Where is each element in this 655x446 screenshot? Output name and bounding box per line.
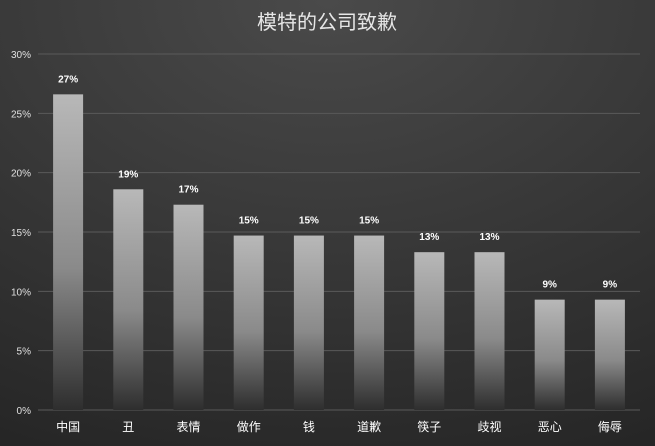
y-tick-label: 5% <box>17 347 32 358</box>
bar <box>113 189 144 410</box>
data-label: 13% <box>419 232 439 243</box>
x-tick-label: 做作 <box>237 419 261 434</box>
bars <box>53 94 625 410</box>
data-label: 15% <box>359 216 379 227</box>
x-tick-label: 道歉 <box>357 420 381 434</box>
data-label: 17% <box>178 185 198 196</box>
bar <box>354 235 385 410</box>
y-tick-label: 20% <box>11 169 31 180</box>
data-label: 13% <box>479 232 499 243</box>
bar <box>594 299 625 410</box>
data-label: 27% <box>58 74 78 85</box>
x-tick-label: 表情 <box>176 420 200 434</box>
y-tick-label: 15% <box>11 228 31 239</box>
x-tick-label: 歧视 <box>477 419 501 434</box>
bar <box>414 252 445 410</box>
bar <box>534 299 565 410</box>
y-axis-tick-labels: 0% 5% 10% 15% 20% 25% 30% <box>11 50 31 417</box>
data-labels: 27% 19% 17% 15% 15% 15% 13% 13% 9% 9% <box>58 74 617 290</box>
data-label: 9% <box>603 280 618 291</box>
y-tick-label: 10% <box>11 287 31 298</box>
bar <box>233 235 264 410</box>
y-tick-label: 30% <box>11 50 31 61</box>
x-tick-label: 筷子 <box>417 419 441 434</box>
data-label: 15% <box>239 216 259 227</box>
x-axis-tick-labels: 中国 丑 表情 做作 钱 道歉 筷子 歧视 恶心 侮辱 <box>56 419 622 434</box>
y-tick-label: 0% <box>17 406 32 417</box>
x-tick-label: 钱 <box>303 419 315 434</box>
bar <box>293 235 324 410</box>
x-tick-label: 中国 <box>56 419 80 434</box>
data-label: 9% <box>542 280 557 291</box>
x-tick-label: 侮辱 <box>598 420 622 434</box>
data-label: 19% <box>118 169 138 180</box>
chart-title: 模特的公司致歉 <box>257 10 397 34</box>
bar <box>53 94 84 410</box>
x-tick-label: 恶心 <box>538 420 562 434</box>
x-tick-label: 丑 <box>122 420 134 434</box>
y-tick-label: 25% <box>11 109 31 120</box>
bar <box>474 252 505 410</box>
bar <box>173 204 204 410</box>
data-label: 15% <box>299 216 319 227</box>
